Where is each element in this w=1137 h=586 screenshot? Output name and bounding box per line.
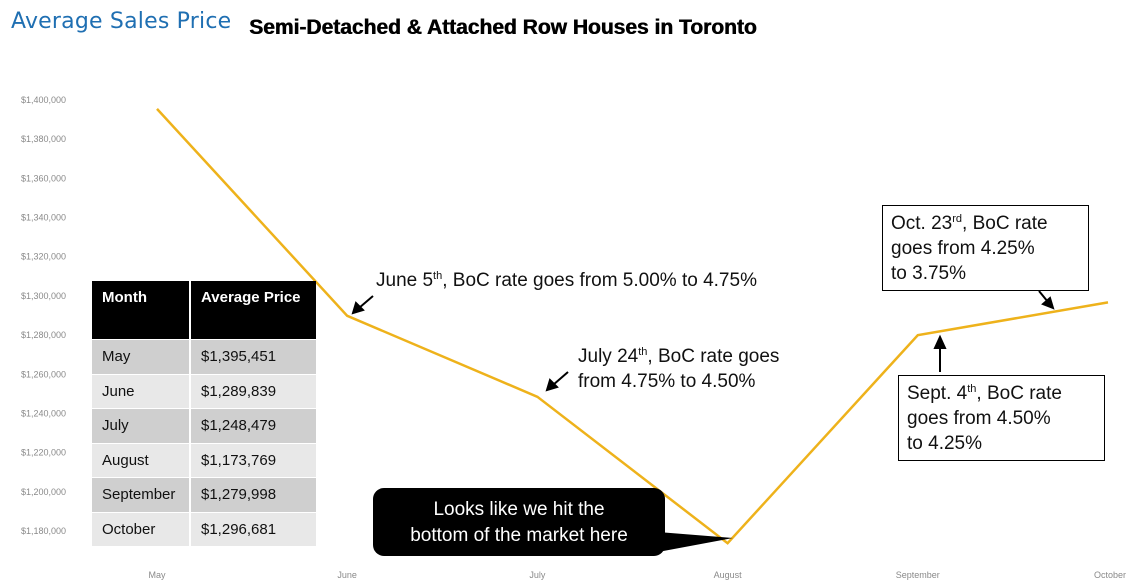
annotation-sept-text: , BoC rate [976,383,1062,404]
cell-month: June [92,373,189,408]
market-bottom-callout: Looks like we hit the bottom of the mark… [373,488,665,556]
annotation-oct-date: Oct. 23 [891,213,953,234]
y-tick-label: $1,240,000 [21,408,66,418]
cell-price: $1,289,839 [189,373,316,408]
y-tick-label: $1,200,000 [21,487,66,497]
arrow-sept [933,334,947,372]
header-month: Month [92,281,189,339]
cell-price: $1,395,451 [189,339,316,374]
table-header-row: Month Average Price [92,281,316,339]
annotation-sept-box: Sept. 4th, BoC rate goes from 4.50% to 4… [898,375,1105,461]
annotation-arrows [351,290,1055,552]
y-tick-label: $1,180,000 [21,526,66,536]
table-row: July $1,248,479 [92,408,316,443]
annotation-july-suffix: th [638,346,648,358]
y-tick-label: $1,320,000 [21,252,66,262]
chart-title: Semi-Detached & Attached Row Houses in T… [249,16,757,39]
annotation-july: July 24th, BoC rate goes from 4.75% to 4… [578,344,779,394]
annotation-oct-line3: to 3.75% [891,263,966,284]
x-axis: May June July August September October [148,570,1126,580]
annotation-oct-text: , BoC rate [962,213,1048,234]
callout-line1: Looks like we hit the [433,499,605,520]
y-tick-label: $1,300,000 [21,291,66,301]
y-tick-label: $1,280,000 [21,330,66,340]
cell-month: September [92,477,189,512]
cell-price: $1,248,479 [189,408,316,443]
cell-price: $1,296,681 [189,511,316,546]
table-row: June $1,289,839 [92,373,316,408]
annotation-sept-line1: Sept. 4th, BoC rate [907,381,1095,406]
annotation-july-line1: July 24th, BoC rate goes [578,344,779,369]
annotation-oct-line1: Oct. 23rd, BoC rate [891,211,1079,236]
annotation-sept-suffix: th [967,383,977,395]
y-tick-label: $1,400,000 [21,95,66,105]
annotation-june-text: , BoC rate goes from 5.00% to 4.75% [442,270,757,291]
header-average-price: Average Price [189,281,316,339]
annotation-july-date: July 24 [578,346,639,367]
annotation-june: June 5th, BoC rate goes from 5.00% to 4.… [376,268,757,293]
annotation-oct-suffix: rd [952,213,963,225]
x-tick-label: July [529,570,546,580]
table-row: October $1,296,681 [92,511,316,546]
arrow-july [545,371,569,392]
cell-price: $1,279,998 [189,477,316,512]
brand-heading: Average Sales Price [11,9,232,34]
table-row: August $1,173,769 [92,442,316,477]
y-tick-label: $1,260,000 [21,369,66,379]
arrow-oct [1038,290,1055,310]
x-tick-label: June [337,570,357,580]
arrow-june [351,295,374,315]
y-axis: $1,180,000 $1,200,000 $1,220,000 $1,240,000… [21,95,66,536]
cell-month: May [92,339,189,374]
cell-month: August [92,442,189,477]
cell-price: $1,173,769 [189,442,316,477]
annotation-july-line2: from 4.75% to 4.50% [578,371,756,392]
callout-line2: bottom of the market here [410,525,628,546]
y-tick-label: $1,220,000 [21,448,66,458]
x-tick-label: May [148,570,166,580]
annotation-july-text: , BoC rate goes [647,346,780,367]
x-tick-label: August [714,570,743,580]
annotation-sept-date: Sept. 4 [907,383,968,404]
annotation-oct-line2: goes from 4.25% [891,238,1035,259]
table-row: September $1,279,998 [92,477,316,512]
y-tick-label: $1,380,000 [21,134,66,144]
y-tick-label: $1,360,000 [21,173,66,183]
cell-month: October [92,511,189,546]
x-tick-label: September [896,570,940,580]
annotation-sept-line3: to 4.25% [907,433,982,454]
callout-pointer [658,532,733,552]
x-tick-label: October [1094,570,1126,580]
price-table: Month Average Price May $1,395,451 June … [92,281,316,546]
annotation-sept-line2: goes from 4.50% [907,408,1051,429]
annotation-oct-box: Oct. 23rd, BoC rate goes from 4.25% to 3… [882,205,1089,291]
cell-month: July [92,408,189,443]
annotation-june-suffix: th [433,270,443,282]
annotation-june-date: June 5 [376,270,434,291]
table-row: May $1,395,451 [92,339,316,374]
y-tick-label: $1,340,000 [21,213,66,223]
